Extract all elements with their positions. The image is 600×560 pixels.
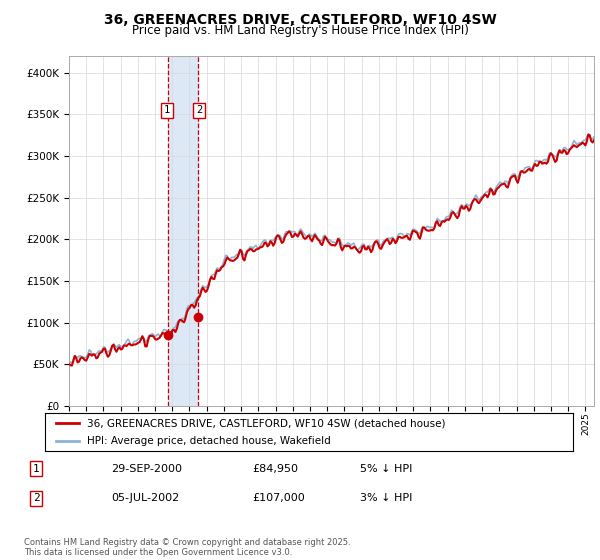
Text: 3% ↓ HPI: 3% ↓ HPI (360, 493, 412, 503)
Text: Price paid vs. HM Land Registry's House Price Index (HPI): Price paid vs. HM Land Registry's House … (131, 24, 469, 37)
Text: 36, GREENACRES DRIVE, CASTLEFORD, WF10 4SW (detached house): 36, GREENACRES DRIVE, CASTLEFORD, WF10 4… (87, 418, 446, 428)
Text: 2: 2 (32, 493, 40, 503)
Text: HPI: Average price, detached house, Wakefield: HPI: Average price, detached house, Wake… (87, 436, 331, 446)
Text: 1: 1 (32, 464, 40, 474)
Text: 1: 1 (164, 105, 170, 115)
Text: 36, GREENACRES DRIVE, CASTLEFORD, WF10 4SW: 36, GREENACRES DRIVE, CASTLEFORD, WF10 4… (104, 13, 496, 27)
Text: Contains HM Land Registry data © Crown copyright and database right 2025.
This d: Contains HM Land Registry data © Crown c… (24, 538, 350, 557)
Text: £84,950: £84,950 (252, 464, 298, 474)
Text: 05-JUL-2002: 05-JUL-2002 (111, 493, 179, 503)
Text: 2: 2 (196, 105, 202, 115)
Bar (168, 56, 198, 406)
Text: 29-SEP-2000: 29-SEP-2000 (111, 464, 182, 474)
Text: 5% ↓ HPI: 5% ↓ HPI (360, 464, 412, 474)
Text: £107,000: £107,000 (252, 493, 305, 503)
